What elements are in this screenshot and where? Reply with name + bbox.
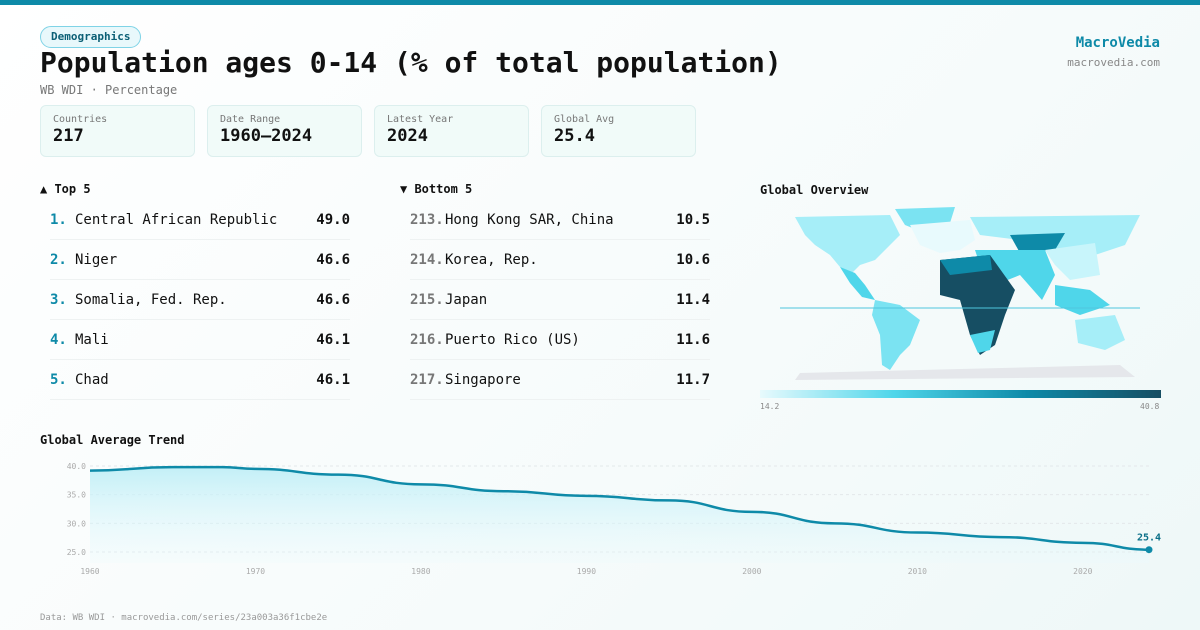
stat-label: Countries [53,114,108,125]
scale-min-label: 14.2 [760,402,780,411]
color-scale-bar [760,390,1161,398]
rank: 215. [410,291,444,308]
rank: 3. [50,291,67,308]
country-name: Central African Republic [75,211,278,228]
country-name: Puerto Rico (US) [445,331,580,348]
country-name: Somalia, Fed. Rep. [75,291,227,308]
page-title: Population ages 0-14 (% of total populat… [40,46,782,79]
stat-value: 1960–2024 [220,126,313,146]
footer-source: Data: WB WDI · macrovedia.com/series/23a… [40,613,328,623]
map-australia [1075,315,1125,350]
y-tick-label: 25.0 [67,548,86,557]
stat-label: Date Range [220,114,281,125]
stat-value: 25.4 [554,126,595,146]
bottom5-heading: ▼ Bottom 5 [400,182,473,196]
ranking-row[interactable]: 3. Somalia, Fed. Rep. 46.6 [50,280,350,320]
country-value: 46.1 [316,371,350,388]
trend-chart-title: Global Average Trend [40,433,185,447]
category-badge[interactable]: Demographics [40,26,142,48]
map-central-america [840,267,875,300]
country-name: Chad [75,371,109,388]
brand-logo[interactable]: MacroVedia [1075,35,1160,51]
country-name: Hong Kong SAR, China [445,211,614,228]
country-value: 10.5 [676,211,710,228]
country-name: Singapore [445,371,521,388]
x-tick-label: 1970 [246,567,265,576]
rank: 216. [410,331,444,348]
rank: 4. [50,331,67,348]
map-africa [940,255,1015,355]
country-value: 10.6 [676,251,710,268]
top-accent-bar [0,0,1200,5]
ranking-row[interactable]: 216. Puerto Rico (US) 11.6 [410,320,710,360]
x-tick-label: 1980 [411,567,430,576]
area-fill [90,467,1149,563]
ranking-row[interactable]: 4. Mali 46.1 [50,320,350,360]
country-value: 46.6 [316,291,350,308]
country-name: Niger [75,251,118,268]
stat-card-countries: Countries 217 [40,105,195,157]
stat-value: 217 [53,126,84,146]
x-tick-label: 2010 [908,567,927,576]
x-tick-label: 2000 [742,567,761,576]
last-value-label: 25.4 [1137,533,1161,544]
country-name: Mali [75,331,109,348]
country-value: 46.1 [316,331,350,348]
rank: 1. [50,211,67,228]
map-north-africa [940,255,992,275]
world-map [780,207,1140,380]
page-subtitle: WB WDI · Percentage [40,83,178,97]
stat-card-latest-year: Latest Year 2024 [374,105,529,157]
map-southeast-asia [1055,285,1110,315]
ranking-row[interactable]: 214. Korea, Rep. 10.6 [410,240,710,280]
map-southern-africa [970,330,995,353]
trend-line [89,465,1150,551]
data-point [1145,546,1153,554]
rank: 213. [410,211,444,228]
stat-label: Latest Year [387,114,454,125]
map-europe [910,220,975,253]
y-tick-label: 35.0 [67,491,86,500]
y-tick-label: 30.0 [67,519,86,528]
map-central-asia [1010,233,1065,253]
country-value: 49.0 [316,211,350,228]
map-south-america [872,300,920,370]
stat-card-global-avg: Global Avg 25.4 [541,105,696,157]
rank: 5. [50,371,67,388]
stat-label: Global Avg [554,114,615,125]
y-tick-label: 40.0 [67,462,86,471]
ranking-row[interactable]: 217. Singapore 11.7 [410,360,710,400]
brand-url[interactable]: macrovedia.com [1067,56,1160,69]
ranking-row[interactable]: 215. Japan 11.4 [410,280,710,320]
rank: 214. [410,251,444,268]
map-china [1045,243,1100,280]
country-value: 11.6 [676,331,710,348]
scale-max-label: 40.8 [1140,402,1160,411]
ranking-row[interactable]: 2. Niger 46.6 [50,240,350,280]
stat-value: 2024 [387,126,428,146]
country-value: 11.7 [676,371,710,388]
country-name: Japan [445,291,488,308]
map-antarctica [795,365,1135,380]
stat-card-date-range: Date Range 1960–2024 [207,105,362,157]
country-name: Korea, Rep. [445,251,538,268]
ranking-row[interactable]: 5. Chad 46.1 [50,360,350,400]
map-north-america [795,215,900,275]
map-heading: Global Overview [760,183,869,197]
rank: 2. [50,251,67,268]
trend-chart: 40.0 35.0 30.0 25.0 1960 1970 1980 1990 2000 2010… [67,462,1161,576]
x-tick-label: 1990 [577,567,596,576]
ranking-row[interactable]: 1. Central African Republic 49.0 [50,200,350,240]
x-tick-label: 2020 [1073,567,1092,576]
ranking-row[interactable]: 213. Hong Kong SAR, China 10.5 [410,200,710,240]
top5-heading: ▲ Top 5 [40,182,91,196]
country-value: 11.4 [676,291,710,308]
country-value: 46.6 [316,251,350,268]
rank: 217. [410,371,444,388]
x-tick-label: 1960 [80,567,99,576]
